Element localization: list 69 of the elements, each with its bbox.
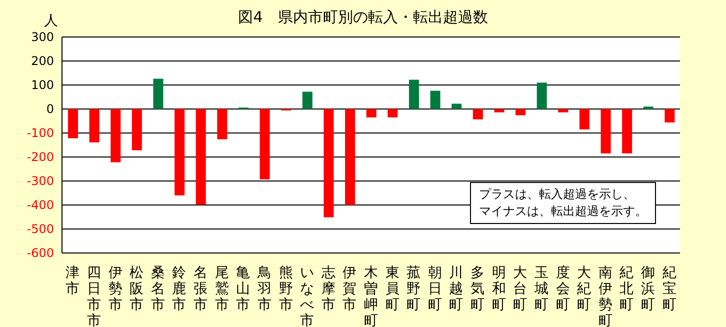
- y-tick-label: 200: [31, 54, 54, 68]
- bar: [579, 109, 590, 130]
- x-tick-label: 大台町: [513, 265, 528, 313]
- bar: [260, 109, 270, 180]
- x-tick-label: 菰野町: [406, 265, 421, 313]
- y-tick-label: 100: [31, 78, 54, 92]
- x-tick-label: 伊賀市: [342, 265, 357, 313]
- x-tick-label: 伊勢市: [108, 265, 122, 313]
- x-tick-label: 御浜町: [641, 265, 656, 313]
- bar: [324, 109, 334, 218]
- x-tick-label: 松阪市: [130, 265, 144, 313]
- y-tick-label: -500: [26, 222, 54, 236]
- annotation: マイナスは、転出超過を示す。: [479, 203, 647, 220]
- bar: [408, 80, 419, 109]
- bar: [388, 109, 398, 118]
- x-tick-label: 紀北町: [620, 265, 634, 313]
- chart-title: 図4 県内市町別の転入・転出超過数: [238, 8, 488, 26]
- bar: [452, 104, 462, 109]
- x-tick-label: 鳥羽市: [256, 265, 272, 313]
- bar: [366, 109, 376, 118]
- y-tick-label: -200: [26, 150, 54, 164]
- x-tick-label: 紀宝町: [662, 265, 676, 313]
- bar: [153, 78, 164, 109]
- bar: [472, 109, 483, 120]
- bar: [494, 109, 504, 112]
- x-tick-label: 鈴鹿市: [172, 265, 186, 313]
- bar: [68, 109, 78, 138]
- annotation: プラスは、転入超過を示し、: [479, 186, 636, 203]
- x-tick-label: 名張市: [194, 265, 208, 313]
- x-tick-label: 木曽岬町: [364, 265, 378, 327]
- y-tick-label: 300: [31, 30, 54, 44]
- bar: [196, 109, 206, 205]
- x-tick-label: いなべ市: [300, 265, 314, 327]
- bar: [622, 109, 632, 154]
- bar: [516, 109, 526, 116]
- bar: [345, 109, 356, 205]
- y-tick-label: -100: [26, 126, 54, 140]
- bar: [664, 109, 675, 122]
- bar: [132, 109, 142, 150]
- x-tick-label: 度会町: [556, 265, 570, 313]
- x-tick-label: 尾鷲市: [214, 265, 229, 313]
- bar: [558, 109, 568, 112]
- bar: [302, 92, 312, 109]
- bar: [89, 109, 100, 142]
- bar: [174, 109, 185, 196]
- x-tick-label: 四日市市: [86, 265, 101, 327]
- x-tick-label: 津市: [66, 265, 80, 297]
- y-tick-label: -400: [26, 198, 54, 212]
- bar: [600, 109, 611, 154]
- bar: [110, 109, 121, 162]
- bar: [430, 90, 440, 109]
- x-tick-label: 明和町: [492, 265, 506, 313]
- x-tick-label: 亀山市: [236, 265, 250, 313]
- y-tick-label: -600: [26, 246, 54, 260]
- x-tick-label: 大紀町: [577, 265, 592, 313]
- x-tick-label: 朝日町: [428, 265, 442, 313]
- bar: [536, 82, 547, 109]
- y-tick-label: -300: [26, 174, 54, 188]
- x-tick-label: 志摩市: [321, 265, 336, 313]
- x-tick-label: 川越町: [449, 265, 464, 313]
- y-axis-title: 人: [44, 12, 58, 30]
- x-tick-label: 南伊勢町: [598, 265, 612, 327]
- x-tick-label: 玉城町: [533, 265, 548, 313]
- x-tick-label: 東員町: [385, 265, 400, 313]
- y-tick-label: 0: [46, 102, 54, 116]
- x-tick-label: 多気町: [470, 265, 485, 313]
- x-tick-label: 桑名市: [150, 265, 165, 313]
- x-tick-label: 熊野市: [278, 265, 293, 313]
- bar: [217, 109, 228, 140]
